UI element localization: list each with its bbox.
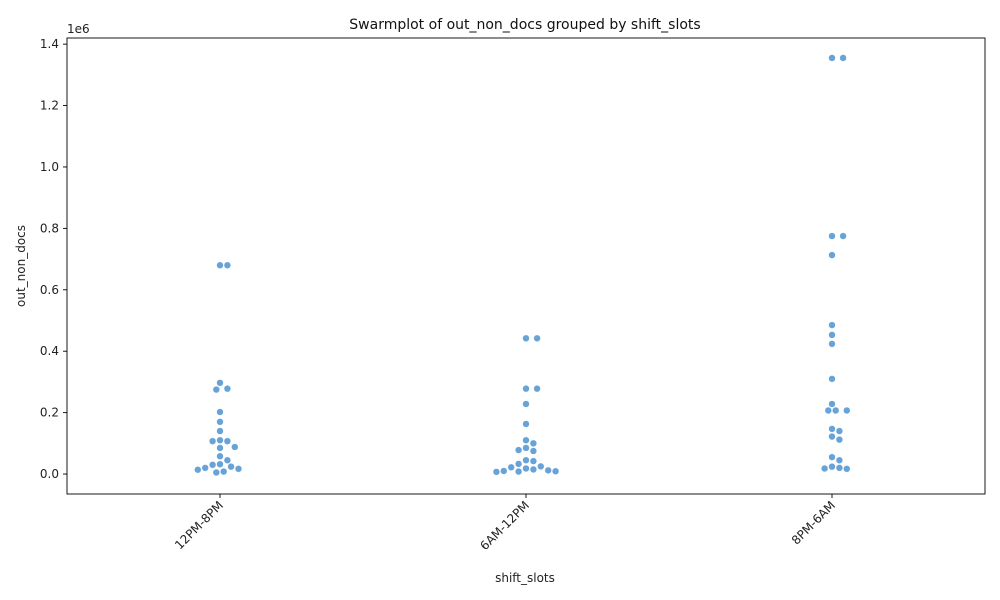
data-point xyxy=(234,465,243,473)
data-point xyxy=(843,465,851,473)
data-point xyxy=(828,463,836,471)
data-point xyxy=(522,464,530,473)
data-point xyxy=(223,385,232,393)
data-point xyxy=(216,379,224,387)
data-point xyxy=(828,331,836,339)
data-point xyxy=(824,406,832,415)
swarm-points xyxy=(194,54,851,477)
data-point xyxy=(828,400,836,408)
data-point xyxy=(835,436,844,444)
data-point xyxy=(828,375,836,383)
data-point xyxy=(551,467,560,475)
x-tick-label: 8PM-6AM xyxy=(789,498,838,547)
data-point xyxy=(522,385,530,393)
y-tick-label: 1.0 xyxy=(40,160,59,174)
data-point xyxy=(828,54,836,62)
y-tick-label: 1.2 xyxy=(40,99,59,113)
y-tick-label: 0.0 xyxy=(40,467,59,481)
data-point xyxy=(216,444,224,452)
data-point xyxy=(507,463,515,471)
data-point xyxy=(522,444,530,452)
x-axis-label: shift_slots xyxy=(495,571,555,585)
y-offset-text: 1e6 xyxy=(67,22,90,36)
data-point xyxy=(835,464,844,472)
data-point xyxy=(832,406,840,415)
data-point xyxy=(209,461,217,469)
x-tick-label: 12PM-8PM xyxy=(172,498,226,552)
data-point xyxy=(835,456,844,464)
data-point xyxy=(544,466,552,474)
data-point xyxy=(533,385,541,393)
data-point xyxy=(820,464,829,473)
data-point xyxy=(220,467,228,476)
x-axis: 12PM-8PM 6AM-12PM 8PM-6AM xyxy=(172,494,838,553)
data-point xyxy=(537,462,545,470)
data-point xyxy=(212,385,220,394)
data-point xyxy=(529,447,538,455)
data-point xyxy=(514,467,523,476)
y-tick-label: 0.8 xyxy=(40,221,59,235)
data-point xyxy=(514,446,523,454)
data-point xyxy=(533,334,541,342)
data-point xyxy=(216,452,224,460)
y-tick-label: 0.6 xyxy=(40,283,59,297)
data-point xyxy=(209,437,217,445)
data-point xyxy=(529,439,538,447)
y-axis-label: out_non_docs xyxy=(14,225,28,307)
data-point xyxy=(522,334,530,342)
data-point xyxy=(839,54,847,62)
data-point xyxy=(212,468,220,477)
data-point xyxy=(835,427,844,435)
data-point xyxy=(223,261,232,269)
data-point xyxy=(514,460,523,468)
data-point xyxy=(828,432,836,441)
data-point xyxy=(216,261,224,269)
data-point xyxy=(522,420,530,428)
data-point xyxy=(231,443,239,451)
data-point xyxy=(522,436,530,444)
data-point xyxy=(500,467,508,475)
y-axis: 0.0 0.2 0.4 0.6 0.8 1.0 1.2 1.4 xyxy=(40,37,67,481)
data-point xyxy=(522,400,530,408)
data-point xyxy=(227,463,235,471)
data-point xyxy=(843,406,851,415)
data-point xyxy=(529,465,538,474)
data-point xyxy=(828,321,836,329)
chart-title: Swarmplot of out_non_docs grouped by shi… xyxy=(349,17,700,33)
data-point xyxy=(223,437,232,445)
y-tick-label: 0.4 xyxy=(40,344,59,358)
data-point xyxy=(828,232,836,240)
data-point xyxy=(201,464,209,472)
data-point xyxy=(529,457,538,465)
data-point xyxy=(828,251,836,259)
data-point xyxy=(194,466,202,474)
data-point xyxy=(216,460,224,468)
x-tick-label: 6AM-12PM xyxy=(477,498,532,553)
y-tick-label: 1.4 xyxy=(40,37,59,51)
data-point xyxy=(828,425,836,433)
y-tick-label: 0.2 xyxy=(40,406,59,420)
data-point xyxy=(216,418,224,426)
data-point xyxy=(216,408,224,416)
data-point xyxy=(216,427,224,435)
data-point xyxy=(216,436,224,444)
data-point xyxy=(522,456,530,464)
data-point xyxy=(828,340,836,348)
data-point xyxy=(492,468,501,476)
data-point xyxy=(828,453,836,461)
data-point xyxy=(839,232,847,240)
data-point xyxy=(223,456,232,464)
